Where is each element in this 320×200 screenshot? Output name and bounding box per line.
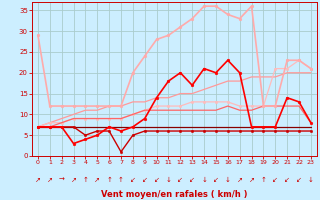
X-axis label: Vent moyen/en rafales ( km/h ): Vent moyen/en rafales ( km/h ) bbox=[101, 190, 248, 199]
